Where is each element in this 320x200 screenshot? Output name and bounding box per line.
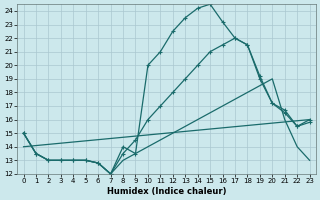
- X-axis label: Humidex (Indice chaleur): Humidex (Indice chaleur): [107, 187, 226, 196]
